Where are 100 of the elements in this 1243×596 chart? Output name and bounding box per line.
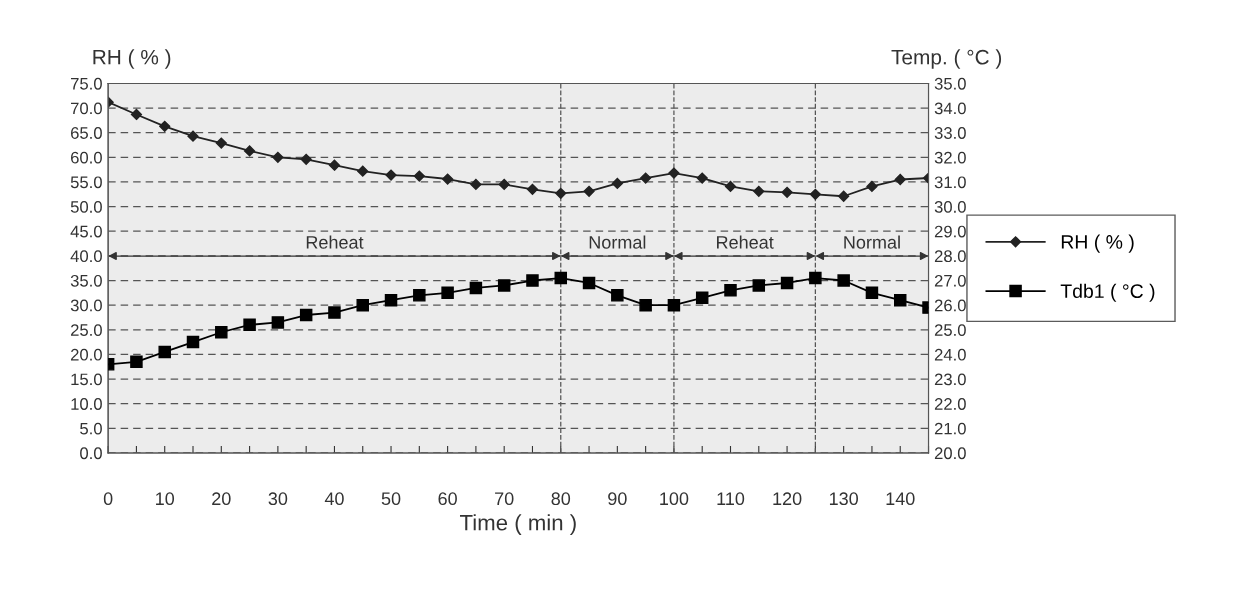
point <box>243 318 256 332</box>
x-tick-label: 100 <box>660 492 689 506</box>
x-tick-label: 80 <box>551 492 571 506</box>
point <box>526 274 539 287</box>
point <box>894 173 906 186</box>
point <box>583 185 595 197</box>
y-tick-label: 40.0 <box>70 250 102 263</box>
y2-tick-label: 34.0 <box>934 102 966 115</box>
y2-tick-label: 25.0 <box>934 324 966 336</box>
point <box>158 345 171 359</box>
point <box>893 293 907 307</box>
y2-tick-label: 22.0 <box>934 398 966 410</box>
x-tick-label: 60 <box>438 492 457 506</box>
point <box>469 281 483 295</box>
y2-tick-label: 26.0 <box>934 299 966 312</box>
point <box>328 306 341 319</box>
x-tick-label: 140 <box>886 492 915 506</box>
point <box>555 187 567 199</box>
y2-tick-label: 20.0 <box>934 447 966 460</box>
point <box>272 151 284 163</box>
point <box>582 276 596 290</box>
legend-label: RH ( % ) <box>1061 234 1134 253</box>
point <box>271 316 285 329</box>
y-tick-label: 30.0 <box>70 299 102 312</box>
point <box>753 185 765 197</box>
point <box>328 159 341 171</box>
y-axis-title: RH ( % ) <box>93 49 171 69</box>
point <box>413 170 425 182</box>
point <box>130 108 143 121</box>
point <box>215 325 228 339</box>
y-tick-label: 25.0 <box>70 324 102 336</box>
y2-axis-title: Temp. ( °C ) <box>891 49 1002 69</box>
point <box>640 172 652 184</box>
x-tick-label: 70 <box>495 492 514 506</box>
point <box>357 165 369 177</box>
y-tick-label: 55.0 <box>70 176 102 189</box>
point <box>780 276 794 290</box>
y-tick-label: 5.0 <box>80 422 102 435</box>
y-tick-label: 50.0 <box>70 201 102 213</box>
point <box>752 279 766 292</box>
y2-tick-label: 21.0 <box>934 422 966 435</box>
y-tick-label: 70.0 <box>71 102 102 115</box>
point <box>695 291 709 305</box>
y-tick-label: 10.0 <box>71 398 102 410</box>
x-tick-label: 110 <box>717 492 745 506</box>
x-axis-title: Time ( min ) <box>460 514 576 535</box>
point <box>668 167 680 179</box>
y2-tick-label: 33.0 <box>934 127 966 139</box>
y2-tick-label: 28.0 <box>934 250 966 263</box>
x-tick-label: 20 <box>212 492 231 506</box>
annotation: Reheat <box>717 235 774 249</box>
x-tick-label: 30 <box>268 492 288 506</box>
point <box>215 137 227 149</box>
point <box>639 298 652 312</box>
point <box>186 335 200 349</box>
y-tick-label: 65.0 <box>71 127 102 139</box>
point <box>187 130 199 142</box>
y2-tick-label: 24.0 <box>934 348 966 361</box>
point <box>497 279 511 292</box>
y2-tick-label: 23.0 <box>934 373 966 386</box>
y-tick-label: 15.0 <box>71 373 102 386</box>
y-tick-label: 0.0 <box>80 447 102 460</box>
y2-tick-label: 32.0 <box>934 151 966 164</box>
legend-label: Tdb1 ( °C ) <box>1060 283 1155 302</box>
point <box>243 145 256 157</box>
point <box>781 186 793 198</box>
point <box>441 286 454 300</box>
point <box>724 180 737 193</box>
point <box>413 289 426 302</box>
point <box>384 293 398 307</box>
x-tick-label: 10 <box>156 492 175 506</box>
y-tick-label: 60.0 <box>71 151 102 164</box>
y2-tick-label: 27.0 <box>934 274 966 287</box>
point <box>526 183 539 195</box>
y-tick-label: 45.0 <box>70 225 102 238</box>
point <box>838 190 850 202</box>
point <box>299 308 313 322</box>
annotation: Normal <box>844 235 900 249</box>
y2-tick-label: 31.0 <box>934 176 966 189</box>
point <box>809 188 821 200</box>
y-tick-label: 75.0 <box>71 77 102 90</box>
annotation: Normal <box>589 235 646 249</box>
point <box>611 177 623 190</box>
y2-tick-label: 35.0 <box>934 77 966 90</box>
x-tick-label: 0 <box>103 492 113 506</box>
x-tick-label: 40 <box>324 492 344 506</box>
point <box>611 289 624 302</box>
point <box>159 120 171 132</box>
point <box>356 298 369 312</box>
point <box>809 271 822 285</box>
y2-tick-label: 30.0 <box>934 201 966 213</box>
x-tick-label: 130 <box>829 492 859 506</box>
point <box>554 271 568 285</box>
y-tick-label: 20.0 <box>70 348 102 361</box>
annotation: Reheat <box>306 235 364 249</box>
x-tick-label: 90 <box>608 492 627 506</box>
point <box>470 178 482 191</box>
x-tick-label: 50 <box>381 492 401 506</box>
point <box>498 178 510 191</box>
point <box>130 355 143 369</box>
